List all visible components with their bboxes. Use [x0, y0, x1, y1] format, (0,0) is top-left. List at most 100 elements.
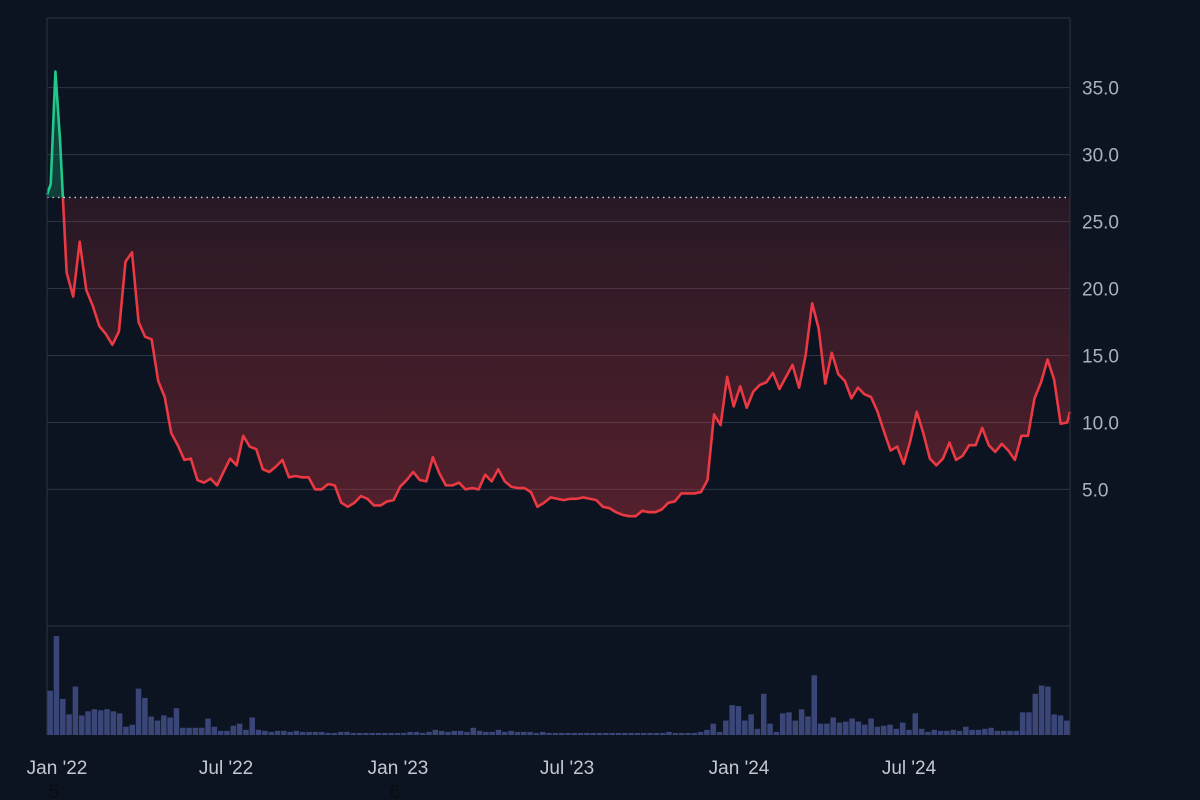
volume-bar [110, 711, 117, 735]
y-tick-label: 25.0 [1082, 213, 1119, 234]
volume-bar [906, 729, 912, 735]
volume-bar [874, 726, 881, 735]
y-tick-label: 15.0 [1082, 346, 1119, 367]
volume-bar [950, 729, 956, 735]
x-tick-label: Jul '24 [882, 758, 937, 779]
volume-bar [1064, 720, 1070, 735]
volume-bar [318, 731, 325, 735]
volume-bar [521, 731, 527, 735]
volume-bar [862, 724, 868, 735]
volume-bar [1000, 730, 1007, 735]
volume-bar [445, 731, 451, 735]
volume-bar [672, 732, 679, 735]
volume-bar [571, 732, 578, 735]
volume-bar [685, 732, 691, 735]
volume-bar [628, 732, 634, 735]
volume-bar [723, 720, 729, 735]
volume-bar [552, 732, 559, 735]
volume-bar [805, 716, 811, 735]
volume-bar [331, 732, 338, 735]
volume-bar [912, 713, 919, 735]
volume-bar [1032, 693, 1039, 735]
volume-bar [697, 731, 704, 735]
volume-bar [60, 698, 66, 735]
volume-bar [824, 723, 830, 735]
x-tick-sublabel: 5 [49, 782, 60, 800]
volume-bar [464, 731, 470, 735]
volume-bar [123, 726, 129, 735]
volume-bar [262, 730, 268, 735]
volume-bar [659, 732, 666, 735]
volume-bar [880, 725, 887, 735]
y-tick-label: 5.0 [1082, 480, 1108, 501]
volume-bar [539, 731, 546, 735]
volume-bar [773, 731, 780, 735]
volume-bar [66, 714, 72, 735]
volume-bar [981, 728, 988, 735]
y-tick-label: 30.0 [1082, 146, 1119, 167]
volume-bar [678, 732, 685, 735]
volume-bar [691, 732, 698, 735]
volume-bar [116, 713, 123, 735]
volume-bar [817, 723, 824, 735]
volume-bar [274, 730, 281, 735]
volume-bar [779, 713, 786, 735]
volume-bar [91, 709, 98, 735]
x-axis-tick-labels: Jan '22 5 Jul '22 Jan '23 6 Jul '23 Jan '24 Jul… [27, 758, 937, 800]
volume-bar [148, 716, 154, 735]
volume-bar [173, 708, 180, 735]
volume-bar [830, 717, 836, 735]
area-above-baseline [47, 71, 63, 198]
volume-bar [843, 721, 849, 735]
volume-bar [937, 730, 944, 735]
volume-bar [382, 732, 388, 735]
volume-bar [483, 731, 489, 735]
volume-bar [584, 732, 590, 735]
volume-bar [142, 697, 148, 735]
volume-bar [388, 732, 394, 735]
volume-bar [546, 732, 552, 735]
axes [46, 18, 1071, 735]
volume-bar [413, 731, 420, 735]
volume-bar [590, 732, 596, 735]
volume-bar [350, 732, 357, 735]
volume-bar [129, 724, 136, 735]
y-axis-tick-labels: 5.0 10.0 15.0 20.0 25.0 30.0 35.0 [1082, 79, 1119, 502]
volume-bar [369, 732, 375, 735]
volume-bar [944, 730, 950, 735]
volume-bar [647, 732, 653, 735]
x-tick-label: Jan '24 [709, 758, 770, 779]
x-tick-label: Jul '22 [199, 758, 253, 779]
volume-bar [312, 731, 319, 735]
price-line [45, 70, 1072, 518]
y-tick-label: 10.0 [1082, 413, 1119, 434]
volume-bar [836, 722, 843, 735]
volume-bar [887, 724, 893, 735]
volume-bar [154, 720, 161, 735]
volume-bar [104, 709, 110, 735]
volume-bar [502, 731, 508, 735]
volume-bar [1057, 715, 1064, 735]
volume-bar [356, 732, 363, 735]
volume-bar [293, 730, 300, 735]
volume-bar [640, 732, 647, 735]
volume-bar [495, 729, 502, 735]
volume-bar [249, 717, 255, 735]
volume-bar [622, 732, 628, 735]
volume-bar [899, 722, 906, 735]
volume-bar [217, 730, 224, 735]
volume-bar [325, 732, 331, 735]
volume-bar [994, 730, 1001, 735]
volume-bar [268, 731, 274, 735]
volume-bar [211, 726, 218, 735]
volume-bar [407, 731, 413, 735]
volume-bar [135, 688, 142, 735]
volume-bar [1013, 730, 1020, 735]
volume-bar [438, 730, 445, 735]
volume-bar [426, 731, 432, 735]
volume-bar [375, 732, 382, 735]
volume-bar [1045, 686, 1051, 735]
volume-bar [956, 730, 963, 735]
volume-bar [299, 731, 306, 735]
